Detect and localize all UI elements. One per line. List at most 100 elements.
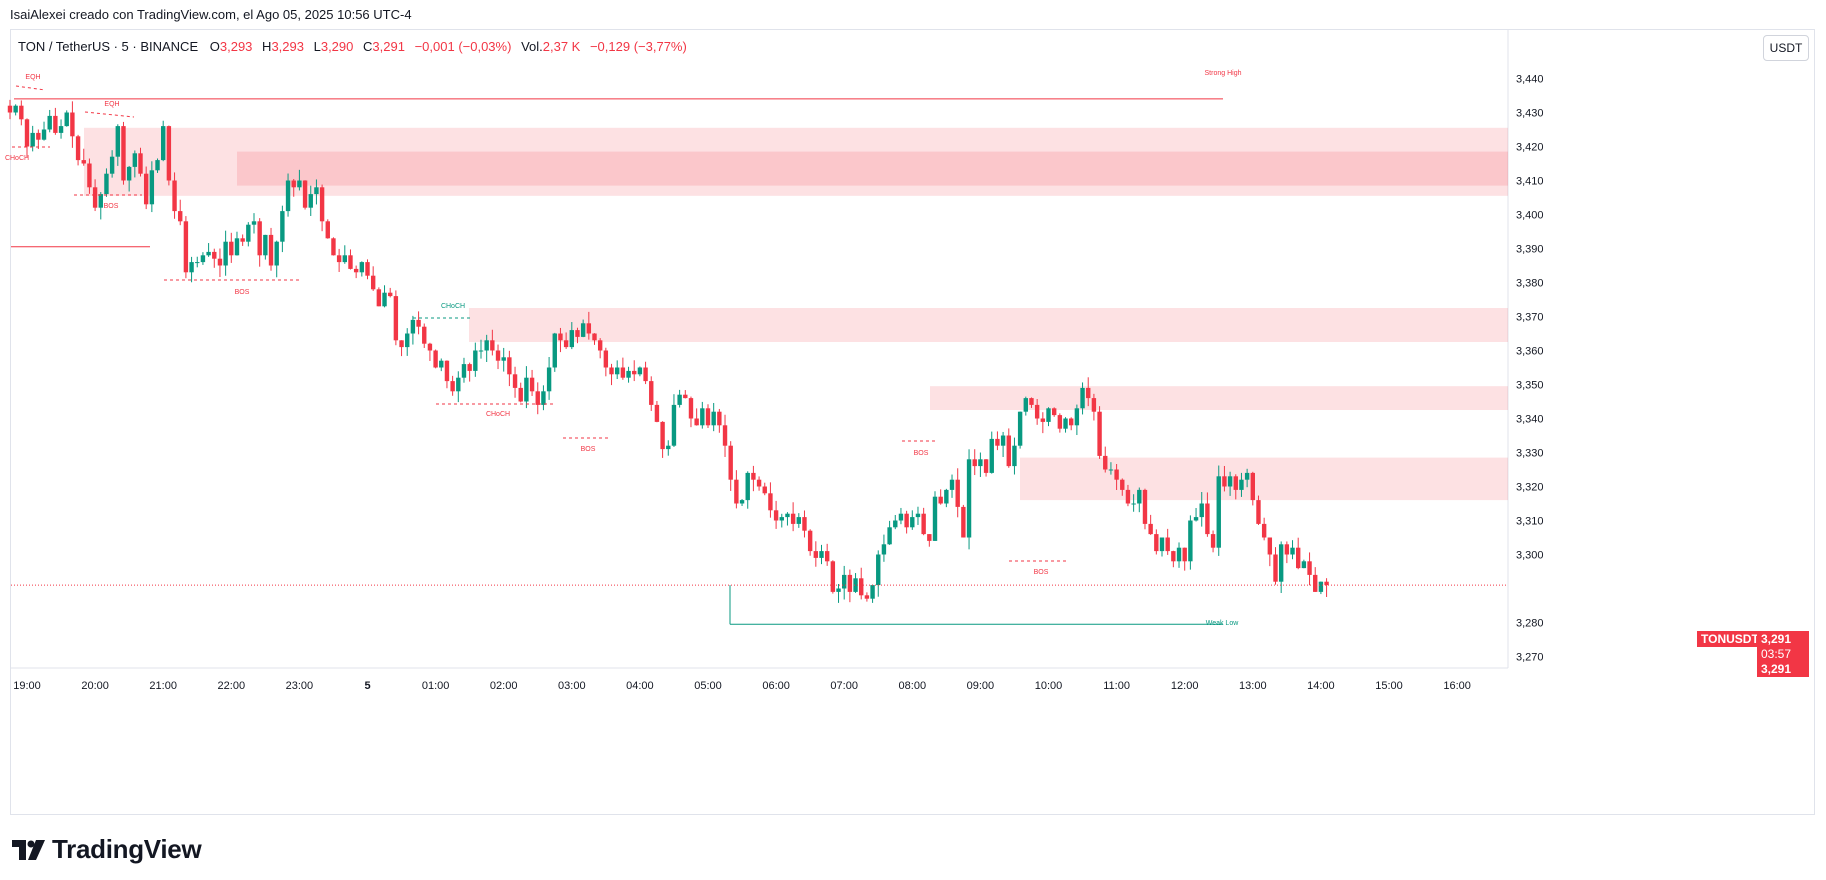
- y-tick-label: 3,310: [1516, 516, 1544, 528]
- candle-body: [1205, 503, 1210, 535]
- candle-body: [461, 364, 467, 378]
- candle-body: [1165, 537, 1170, 552]
- y-tick-label: 3,340: [1516, 414, 1544, 426]
- candle-body: [229, 241, 234, 256]
- candle-body: [1176, 547, 1182, 562]
- candle-body: [1131, 503, 1136, 505]
- candle-body: [223, 241, 228, 266]
- y-tick-label: 3,350: [1516, 380, 1544, 392]
- candle-body: [972, 459, 977, 467]
- candle-body: [711, 411, 716, 426]
- candle-body: [597, 340, 603, 351]
- candle-body: [558, 333, 563, 341]
- candle-body: [603, 350, 609, 368]
- candle-body: [1171, 551, 1176, 562]
- y-tick-label: 3,360: [1516, 346, 1544, 358]
- annotation-label: CHoCH: [441, 303, 465, 310]
- x-tick-label: 14:00: [1307, 680, 1335, 692]
- candle-body: [64, 112, 69, 127]
- candle-body: [1216, 476, 1221, 548]
- candle-body: [961, 506, 966, 538]
- candle-body: [541, 391, 546, 405]
- open-label: O: [209, 39, 220, 54]
- currency-button[interactable]: USDT: [1763, 35, 1809, 61]
- y-tick-label: 3,370: [1516, 312, 1544, 324]
- symbol-label[interactable]: TON / TetherUS · 5 · BINANCE: [18, 39, 199, 54]
- candle-body: [484, 340, 489, 351]
- x-tick-label: 16:00: [1443, 680, 1471, 692]
- candle-body: [30, 132, 35, 147]
- candle-body: [87, 163, 92, 188]
- candle-body: [643, 367, 648, 382]
- candle-body: [876, 554, 881, 586]
- candle-body: [1040, 418, 1046, 422]
- candle-body: [1069, 418, 1074, 426]
- candle-body: [1267, 537, 1273, 555]
- candle-body: [705, 408, 711, 426]
- candle-body: [819, 551, 824, 558]
- candle-body: [734, 479, 739, 504]
- candle-body: [1250, 472, 1255, 501]
- candle-body: [580, 323, 586, 337]
- candle-body: [200, 255, 206, 263]
- candle-body: [660, 421, 665, 450]
- y-tick-label: 3,420: [1516, 142, 1544, 154]
- candle-body: [47, 115, 52, 130]
- candle-body: [189, 262, 194, 273]
- volume-value: 2,37 K: [542, 39, 581, 54]
- candle-body: [932, 496, 938, 541]
- candle-body: [1318, 581, 1324, 592]
- candle-body: [728, 445, 733, 480]
- candle-body: [552, 333, 557, 368]
- candle-body: [115, 126, 120, 157]
- candle-body: [1114, 469, 1119, 480]
- candle-body: [1239, 479, 1244, 490]
- candle-body: [263, 234, 268, 256]
- candle-body: [1188, 520, 1193, 562]
- candle-body: [632, 370, 637, 375]
- candle-body: [910, 517, 915, 528]
- candle-body: [575, 330, 580, 337]
- candle-body: [1046, 408, 1051, 422]
- candle-body: [234, 238, 240, 256]
- chart-caption: IsaiAlexei creado con TradingView.com, e…: [10, 7, 412, 22]
- tradingview-logo[interactable]: TradingView: [12, 834, 202, 865]
- candle-body: [893, 520, 898, 528]
- volume-change-value: −0,129 (−3,77%): [589, 39, 687, 54]
- candle-body: [291, 180, 296, 188]
- annotation-label: EQH: [104, 101, 119, 108]
- candle-body: [1256, 500, 1261, 524]
- candle-body: [336, 255, 342, 263]
- candle-body: [1261, 523, 1267, 538]
- candle-body: [927, 534, 932, 541]
- candle-body: [694, 418, 699, 426]
- candle-body: [796, 517, 801, 524]
- candle-body: [1222, 476, 1227, 487]
- candle-body: [410, 319, 416, 334]
- candle-body: [921, 513, 926, 535]
- candle-body: [1086, 387, 1091, 399]
- x-tick-label: 19:00: [13, 680, 41, 692]
- candle-body: [280, 211, 285, 242]
- candle-body: [915, 513, 921, 518]
- x-tick-label: 12:00: [1171, 680, 1199, 692]
- candle-body: [1108, 469, 1114, 471]
- close-label: C: [363, 39, 373, 54]
- candle-body: [836, 588, 841, 592]
- candle-body: [36, 132, 41, 140]
- candle-body: [427, 343, 433, 351]
- candle-body: [1006, 435, 1011, 467]
- x-tick-label: 13:00: [1239, 680, 1267, 692]
- candle-body: [246, 224, 251, 242]
- candle-body: [864, 595, 870, 599]
- x-tick-label: 04:00: [626, 680, 654, 692]
- x-tick-label: 08:00: [899, 680, 927, 692]
- last-price-tag: 3,291: [1757, 631, 1809, 647]
- candle-body: [666, 445, 671, 450]
- x-tick-label: 06:00: [762, 680, 790, 692]
- candle-body: [569, 330, 574, 348]
- candle-body: [1273, 554, 1278, 582]
- supply-zone: [84, 127, 1508, 196]
- candle-body: [1080, 387, 1085, 409]
